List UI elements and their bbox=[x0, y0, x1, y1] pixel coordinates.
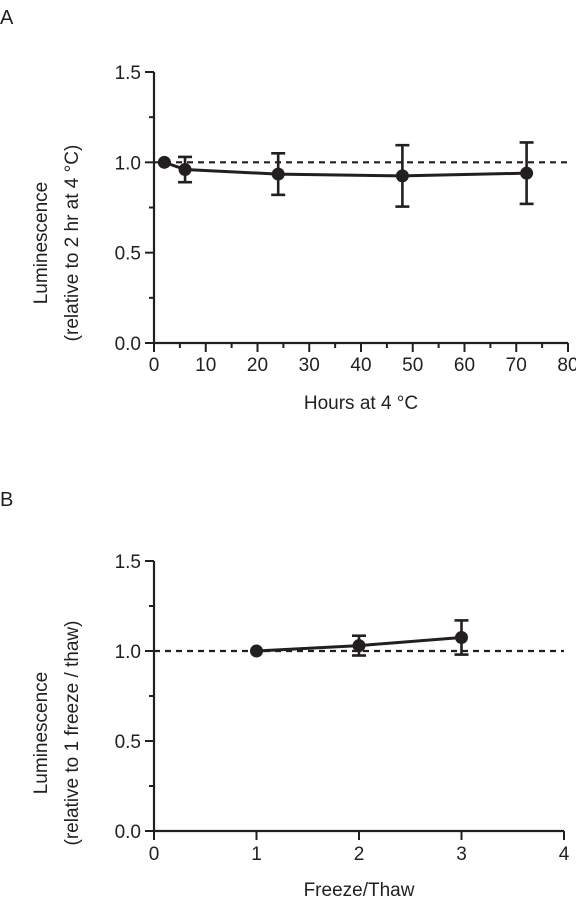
y-tick-label: 1.5 bbox=[115, 552, 141, 573]
x-tick-label: 40 bbox=[350, 355, 371, 376]
y-tick-label: 1.0 bbox=[115, 642, 141, 663]
x-tick-label: 2 bbox=[354, 844, 365, 865]
chart-panel-a: A 0.0 0.5 1.0 1.5 0 10 20 30 40 50 60 70 80 Hours at 4… bbox=[0, 7, 576, 414]
x-tick-label: 10 bbox=[195, 355, 216, 376]
data-point bbox=[520, 166, 534, 180]
data-point bbox=[395, 169, 409, 183]
x-tick-label: 60 bbox=[454, 355, 475, 376]
y-tick-label: 0.5 bbox=[115, 732, 141, 753]
y-axis-label-sub: (relative to 2 hr at 4 °C) bbox=[62, 145, 83, 342]
panel-label: A bbox=[0, 7, 14, 29]
y-tick-label: 1.0 bbox=[115, 153, 141, 174]
data-point bbox=[352, 639, 366, 653]
series-line bbox=[163, 160, 527, 178]
data-point bbox=[178, 163, 192, 177]
y-axis-label: Luminescence bbox=[31, 182, 52, 305]
x-axis-label: Freeze/Thaw bbox=[304, 880, 415, 900]
y-tick-label: 0.5 bbox=[115, 244, 141, 265]
data-point bbox=[271, 167, 285, 181]
x-tick-label: 80 bbox=[557, 355, 576, 376]
x-tick-label: 0 bbox=[149, 844, 160, 865]
x-tick-label: 3 bbox=[456, 844, 467, 865]
x-tick-label: 70 bbox=[506, 355, 527, 376]
data-point bbox=[250, 644, 263, 658]
x-tick-label: 50 bbox=[402, 355, 423, 376]
x-axis-label: Hours at 4 °C bbox=[304, 393, 418, 414]
y-axis-label: Luminescence bbox=[31, 672, 52, 795]
y-tick-label: 1.5 bbox=[115, 63, 141, 84]
x-tick-label: 20 bbox=[247, 355, 268, 376]
panel-label: B bbox=[0, 489, 13, 511]
x-tick-label: 0 bbox=[149, 355, 160, 376]
data-point bbox=[157, 155, 171, 169]
y-axis-label-sub: (relative to 1 freeze / thaw) bbox=[62, 621, 83, 846]
x-tick-label: 1 bbox=[251, 844, 262, 865]
data-point bbox=[455, 631, 468, 644]
y-tick-label: 0.0 bbox=[115, 334, 141, 355]
y-tick-label: 0.0 bbox=[115, 822, 141, 843]
chart-panel-b: B 0.0 0.5 1.0 1.5 0 1 2 3 4 Freeze/Thaw Luminescenc… bbox=[0, 489, 570, 900]
x-tick-label: 4 bbox=[559, 844, 570, 865]
x-tick-label: 30 bbox=[299, 355, 320, 376]
